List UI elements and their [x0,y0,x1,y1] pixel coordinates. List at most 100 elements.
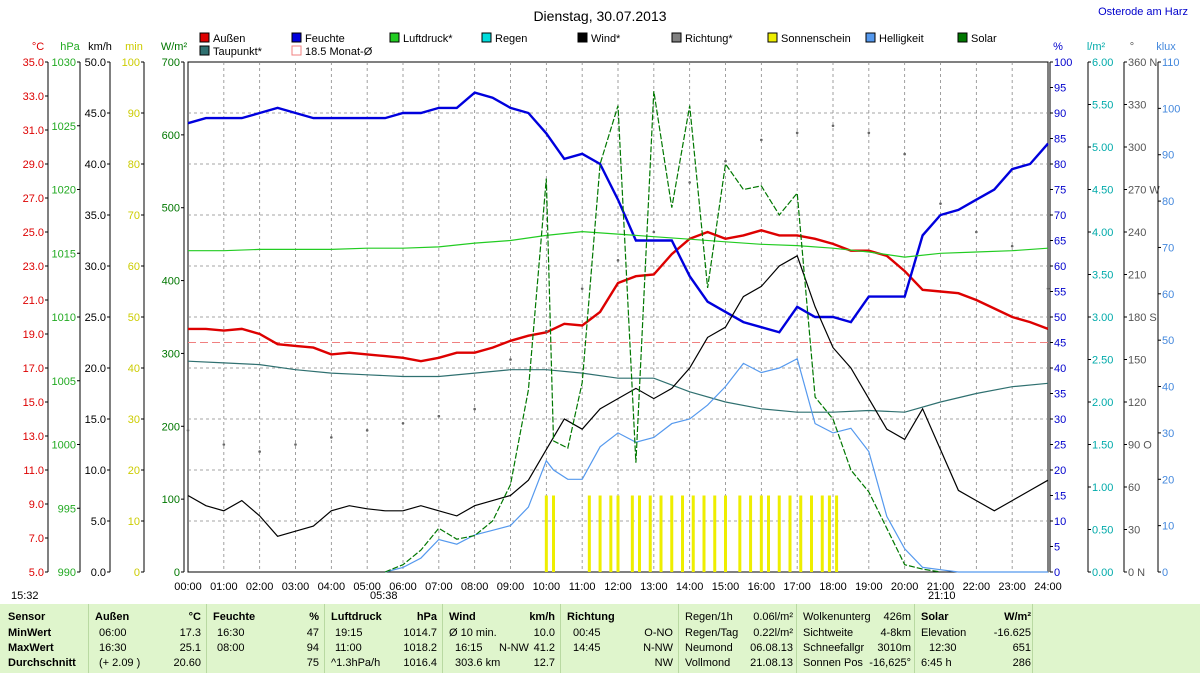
stats-wolken: Wolkenunterg 426m Sichtweite 4-8km Schneef… [796,604,915,673]
stats-wind: Wind km/h Ø 10 min. 10.0 16:15 N-NW 41.2 303… [442,604,561,673]
x-tick-label: 00:00 [174,581,202,593]
legend-label: Taupunkt* [213,46,263,58]
axis-tick-label-right: 80 [1054,159,1066,171]
axis-tick-label-left: 100 [162,494,180,506]
direction-point [831,124,835,128]
x-tick-label: 15:00 [712,581,740,593]
axis-tick-label-right: 1.00 [1092,482,1113,494]
axis-tick-label-right: 5 [1054,542,1060,554]
x-tick-label: 12:00 [604,581,632,593]
axis-tick-label-right: 300 [1128,142,1146,154]
axis-tick-label-left: 990 [58,567,76,579]
x-tick-label: 16:00 [748,581,776,593]
sunshine-bar [552,495,555,572]
axis-tick-label-right: 240 [1128,227,1146,239]
stats-solar-head: Solar [921,611,949,623]
stats-value: 11:00 [335,642,362,654]
axis-unit-right: klux [1156,41,1176,53]
x-tick-label: 14:00 [676,581,704,593]
axis-tick-label-left: 10 [128,516,140,528]
stats-feuchte-head: Feuchte [213,611,256,623]
x-tick-label: 17:00 [783,581,811,593]
direction-point [330,436,333,439]
axis-tick-label-right: 120 [1128,397,1146,409]
direction-point [365,429,369,432]
axis-tick-label-left: 23.0 [23,261,44,273]
axis-tick-label-left: 25.0 [85,312,106,324]
axis-tick-label-right: 5.50 [1092,100,1113,112]
stats-value: 6:45 h [921,657,952,669]
direction-point [724,159,727,163]
axis-tick-label-right: 1.50 [1092,440,1113,452]
axis-tick-label-right: 150 [1128,355,1146,367]
axis-tick-label-left: 1030 [52,57,76,69]
axis-tick-label-left: 60 [128,261,140,273]
stats-solar-unit: W/m² [1004,611,1031,623]
axis-tick-label-left: 15.0 [85,414,106,426]
axis-tick-label-right: 5.00 [1092,142,1113,154]
axis-tick-label-left: 200 [162,421,180,433]
axis-tick-label-right: 0 [1162,567,1168,579]
sunshine-bar [670,495,674,572]
axis-tick-label-right: 4.00 [1092,227,1113,239]
axis-tick-label-right: 45 [1054,338,1066,350]
stats-value: 75 [306,657,319,669]
axis-tick-label-right: 70 [1054,210,1066,222]
sunshine-bar [820,495,824,572]
stats-empty [1032,604,1200,673]
stats-value: 17.3 [179,627,201,639]
axis-tick-label-right: 270 W [1128,185,1160,197]
sunrise-time: 05:38 [370,590,398,602]
axis-unit-left: km/h [88,41,112,53]
sunshine-bar [587,495,591,572]
axis-tick-label-right: 55 [1054,287,1066,299]
x-tick-label: 09:00 [497,581,525,593]
axis-tick-label-right: 20 [1162,474,1174,486]
legend-label: Helligkeit [879,33,924,45]
stats-value: NW [654,657,673,669]
axis-tick-label-left: 1010 [52,312,76,324]
sunshine-bar [691,495,695,572]
stats-sensor: Sensor MinWert MaxWert Durchschnitt [0,604,88,673]
statistics-panel: Sensor MinWert MaxWert Durchschnitt Auße… [0,604,1200,673]
direction-point [903,152,906,156]
axis-tick-label-right: 110 [1162,57,1180,69]
direction-point [258,450,261,453]
stats-value: 4-8km [880,627,911,639]
stats-luftdruck-head: Luftdruck [331,611,382,623]
legend-swatch [957,32,968,43]
stats-feuchte-unit: % [309,611,319,623]
axis-tick-label-right: 90 [1054,108,1066,120]
axis-tick-label-right: 210 [1128,270,1146,282]
stats-value: 00:45 [573,627,601,639]
legend-swatch [291,45,302,56]
direction-point [580,287,584,290]
axis-unit-left: W/m² [161,41,188,53]
x-tick-label: 10:00 [533,581,561,593]
legend-label: Luftdruck* [403,33,453,45]
axis-tick-label-right: 50 [1054,312,1066,324]
axis-tick-label-left: 40 [128,363,140,375]
axis-tick-label-right: 90 [1162,150,1174,162]
stats-min-label: MinWert [8,627,52,639]
axis-tick-label-right: 65 [1054,236,1066,248]
sunshine-bar [759,495,763,572]
stats-value: Schneefallgr [803,642,865,654]
stats-solar: Solar W/m² Elevation -16.625 12:30 651 6:45… [914,604,1033,673]
direction-point [222,443,226,446]
stats-value: N-NW [643,642,673,654]
axis-tick-label-right: 60 [1054,261,1066,273]
x-tick-label: 18:00 [819,581,847,593]
sunshine-bar [702,495,706,572]
axis-tick-label-left: 500 [162,203,180,215]
sunshine-bar [659,495,663,572]
axis-tick-label-left: 300 [162,348,180,360]
axis-unit-left: hPa [60,41,80,53]
sunshine-bar [544,495,548,572]
stats-aussen: Außen °C 06:00 17.3 16:30 25.1 (+ 2.09 ) 20.… [88,604,207,673]
stats-value: -16.625 [993,627,1031,639]
x-tick-label: 13:00 [640,581,668,593]
axis-tick-label-left: 0 [134,567,140,579]
axis-tick-label-left: 9.0 [29,499,44,511]
